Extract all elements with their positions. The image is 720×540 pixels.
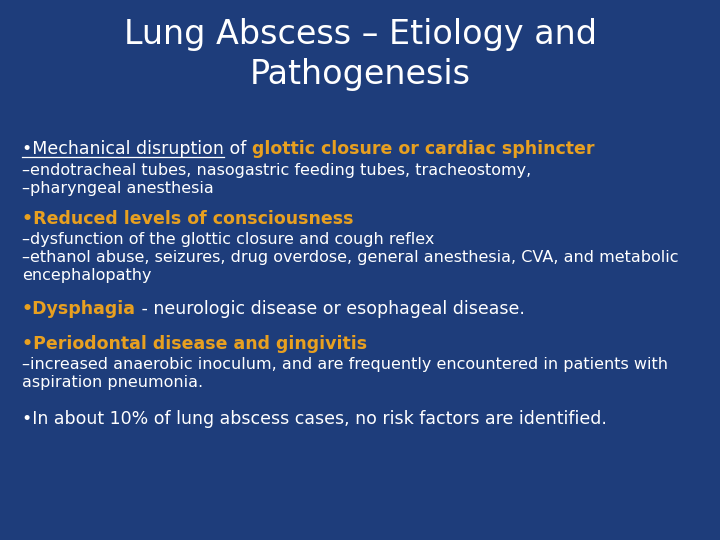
- Text: –ethanol abuse, seizures, drug overdose, general anesthesia, CVA, and metabolic: –ethanol abuse, seizures, drug overdose,…: [22, 250, 678, 265]
- Text: –pharyngeal anesthesia: –pharyngeal anesthesia: [22, 181, 214, 196]
- Text: •Periodontal disease and gingivitis: •Periodontal disease and gingivitis: [22, 335, 367, 353]
- Text: •Mechanical disruption: •Mechanical disruption: [22, 140, 224, 158]
- Text: aspiration pneumonia.: aspiration pneumonia.: [22, 375, 203, 390]
- Text: encephalopathy: encephalopathy: [22, 268, 151, 283]
- Text: Lung Abscess – Etiology and: Lung Abscess – Etiology and: [124, 18, 596, 51]
- Text: - neurologic disease or esophageal disease.: - neurologic disease or esophageal disea…: [136, 300, 525, 318]
- Text: Pathogenesis: Pathogenesis: [250, 58, 470, 91]
- Text: –endotracheal tubes, nasogastric feeding tubes, tracheostomy,: –endotracheal tubes, nasogastric feeding…: [22, 163, 531, 178]
- Text: •Dysphagia: •Dysphagia: [22, 300, 136, 318]
- Text: –increased anaerobic inoculum, and are frequently encountered in patients with: –increased anaerobic inoculum, and are f…: [22, 357, 668, 372]
- Text: •Reduced levels of consciousness: •Reduced levels of consciousness: [22, 210, 354, 228]
- Text: glottic closure or cardiac sphincter: glottic closure or cardiac sphincter: [252, 140, 594, 158]
- Text: of: of: [224, 140, 252, 158]
- Text: –dysfunction of the glottic closure and cough reflex: –dysfunction of the glottic closure and …: [22, 232, 434, 247]
- Text: •In about 10% of lung abscess cases, no risk factors are identified.: •In about 10% of lung abscess cases, no …: [22, 410, 607, 428]
